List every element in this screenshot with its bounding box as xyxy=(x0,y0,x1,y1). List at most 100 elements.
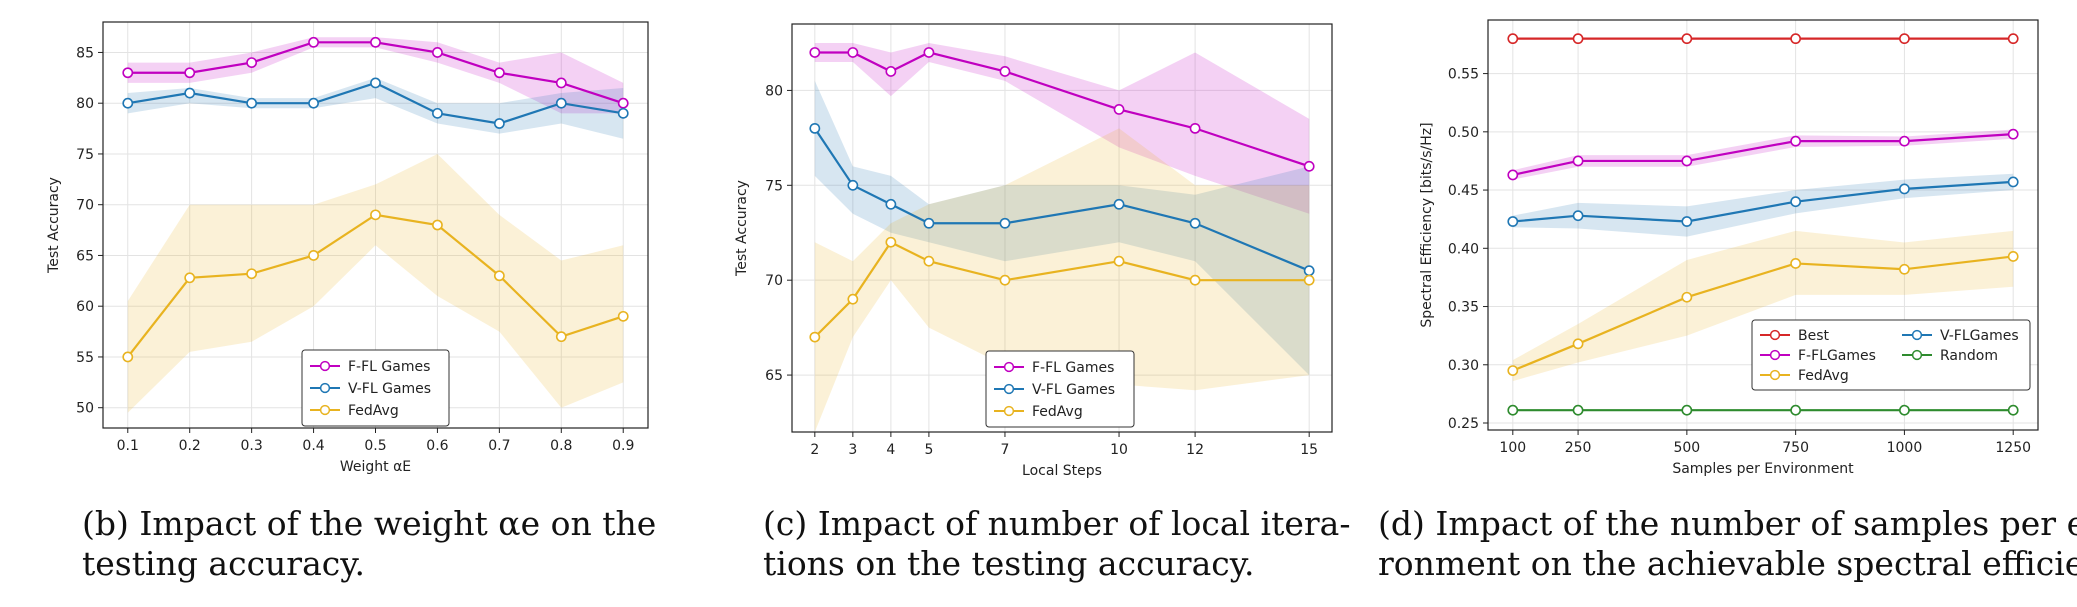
legend-item-2: FedAvg xyxy=(310,403,399,419)
data-point-s0-3 xyxy=(308,36,319,48)
x-tick-label: 0.2 xyxy=(179,438,201,454)
band-2 xyxy=(814,128,1310,433)
data-point-s3-2 xyxy=(1681,216,1693,227)
y-tick-label: 85 xyxy=(76,45,94,61)
legend-item-1: V-FL Games xyxy=(310,381,431,397)
data-point-s0-5 xyxy=(1113,103,1125,115)
data-point-s2-6 xyxy=(1189,274,1201,286)
x-tick-label: 0.3 xyxy=(241,438,263,454)
x-axis-label: Samples per Environment xyxy=(1672,461,1854,477)
data-point-s3-1 xyxy=(1572,210,1584,222)
legend-box xyxy=(1751,319,2031,391)
data-point-s1-1 xyxy=(847,179,859,191)
data-point-s0-0 xyxy=(1507,33,1519,45)
figure-panel-d: 100 250 500 750 1000 1250 0.25 0.30 0.35 0.40 0.45… xyxy=(1378,0,2077,607)
data-point-s0-6 xyxy=(1189,122,1201,134)
caption-d: (d) Impact of the number of samples per … xyxy=(1378,504,2077,584)
legend-swatch-marker xyxy=(1769,349,1781,361)
legend-swatch-marker xyxy=(319,404,331,416)
x-tick-label: 0.6 xyxy=(426,438,448,454)
x-tick-label: 0.4 xyxy=(302,438,324,454)
data-point-s2-0 xyxy=(1507,365,1519,376)
data-point-s2-4 xyxy=(1899,263,1910,275)
data-point-s4-1 xyxy=(1572,404,1584,416)
data-point-s1-5 xyxy=(2007,128,2019,140)
legend-item-1: F-FLGames xyxy=(1760,348,1876,364)
x-tick-label: 100 xyxy=(1499,440,1526,456)
data-point-s3-5 xyxy=(2007,176,2019,188)
caption-b: (b) Impact of the weight αe on the testi… xyxy=(82,504,656,584)
data-point-s2-6 xyxy=(493,270,505,282)
data-point-s4-2 xyxy=(1681,404,1693,416)
data-point-s2-4 xyxy=(999,274,1011,286)
band-0 xyxy=(127,37,624,114)
legend-label: V-FL Games xyxy=(348,381,431,397)
data-point-s2-1 xyxy=(184,272,196,284)
x-axis-label: Weight αE xyxy=(340,459,411,475)
y-tick-label: 0.40 xyxy=(1448,241,1479,257)
legend-label: F-FL Games xyxy=(1032,360,1114,376)
legend-label: F-FLGames xyxy=(1798,348,1876,364)
x-tick-label: 2 xyxy=(810,442,819,458)
data-point-s2-3 xyxy=(1790,258,1802,269)
x-tick-label: 7 xyxy=(1000,442,1009,458)
data-point-s1-7 xyxy=(1303,265,1315,277)
legend-box xyxy=(301,349,450,427)
figure-panel-c: 2 3 4 5 7 10 12 15 65 70 75 80 Local Steps Test Accur… xyxy=(690,0,1380,607)
data-point-s2-0 xyxy=(122,351,134,363)
x-tick-label: 0.1 xyxy=(117,438,139,454)
data-point-s0-3 xyxy=(1790,33,1802,45)
series-line-1 xyxy=(813,127,1310,272)
data-point-s0-2 xyxy=(1681,33,1693,45)
y-tick-label: 75 xyxy=(76,147,94,163)
y-tick-label: 0.35 xyxy=(1448,300,1479,316)
legend-label: V-FL Games xyxy=(1032,382,1115,398)
data-point-s1-1 xyxy=(1572,155,1584,167)
legend-label: F-FL Games xyxy=(348,359,430,375)
data-point-s1-0 xyxy=(809,122,821,134)
y-axis-label: Spectral Efficiency [bits/s/Hz] xyxy=(1419,122,1435,327)
y-tick-label: 65 xyxy=(76,248,94,264)
data-point-s0-2 xyxy=(246,57,258,68)
legend-swatch-marker xyxy=(319,360,331,372)
chart-local-steps: 2 3 4 5 7 10 12 15 65 70 75 80 Local Steps Test Accur… xyxy=(734,23,1333,479)
legend-item-3: V-FLGames xyxy=(1902,328,2019,344)
data-point-s0-4 xyxy=(1899,33,1910,45)
data-point-s4-3 xyxy=(1790,404,1802,416)
data-point-s1-3 xyxy=(1790,135,1802,147)
x-axis-label: Local Steps xyxy=(1022,463,1102,479)
data-point-s3-4 xyxy=(1899,183,1910,195)
data-point-s4-0 xyxy=(1507,404,1519,416)
legend-swatch-marker xyxy=(1003,405,1015,417)
data-point-s0-0 xyxy=(122,67,134,79)
data-point-s2-3 xyxy=(308,250,319,261)
data-point-s0-3 xyxy=(923,47,935,58)
legend-item-1: V-FL Games xyxy=(994,382,1115,398)
series-line-2 xyxy=(814,240,1310,338)
data-point-s1-6 xyxy=(1189,217,1201,229)
data-point-s3-0 xyxy=(1507,216,1519,227)
x-tick-label: 0.7 xyxy=(488,438,510,454)
data-point-s2-5 xyxy=(432,219,443,231)
data-point-s1-0 xyxy=(1507,169,1519,181)
legend-item-0: F-FL Games xyxy=(994,360,1114,376)
y-tick-label: 80 xyxy=(765,83,783,99)
legend-label: FedAvg xyxy=(1798,368,1849,384)
legend: F-FL Games V-FL Games FedAvg xyxy=(301,349,450,427)
data-point-s1-4 xyxy=(1899,135,1910,147)
legend: Best F-FLGames FedAvg V-FLGames Random xyxy=(1751,319,2031,391)
y-tick-label: 50 xyxy=(76,401,94,417)
data-point-s2-2 xyxy=(1681,291,1693,303)
data-point-s0-2 xyxy=(885,66,897,77)
data-point-s1-1 xyxy=(184,87,196,99)
legend-label: FedAvg xyxy=(1032,404,1083,420)
data-point-s2-4 xyxy=(370,209,381,221)
data-point-s0-8 xyxy=(617,97,629,109)
data-point-s0-7 xyxy=(555,77,567,89)
figure-panel-b: 0.1 0.2 0.3 0.4 0.5 0.6 0.7 0.8 0.9 50 55 60 65 70 75 8… xyxy=(0,0,690,607)
y-tick-label: 0.55 xyxy=(1448,67,1479,83)
plot-frame xyxy=(791,23,1333,433)
legend-swatch-marker xyxy=(1911,349,1923,361)
legend-box xyxy=(985,350,1135,428)
x-tick-label: 500 xyxy=(1673,440,1700,456)
